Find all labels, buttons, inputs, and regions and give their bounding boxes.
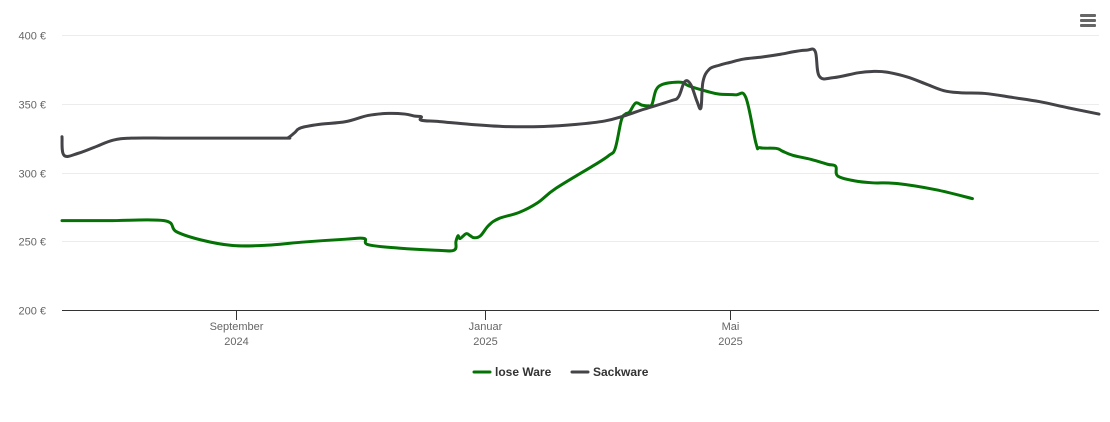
series-lines <box>60 47 1101 253</box>
x-tick-label: Januar <box>469 321 503 333</box>
legend-item-sackware[interactable]: Sackware <box>570 365 649 379</box>
hamburger-menu-icon[interactable] <box>1074 8 1102 34</box>
y-tick-label: 400 € <box>18 31 46 43</box>
x-tick-label: September <box>210 321 264 333</box>
x-axis: September 2024 Januar 2025 Mai 2025 <box>62 310 1099 348</box>
x-tick-sublabel: 2024 <box>224 336 248 348</box>
y-tick-label: 350 € <box>18 100 46 112</box>
x-tick-sublabel: 2025 <box>473 336 497 348</box>
legend[interactable]: lose Ware Sackware <box>472 365 649 379</box>
y-tick-label: 200 € <box>18 306 46 318</box>
y-axis-ticks: 200 € 250 € 300 € 350 € 400 € <box>18 31 46 318</box>
series-line-lose-ware[interactable] <box>60 80 974 253</box>
x-tick-sublabel: 2025 <box>718 336 742 348</box>
y-tick-label: 300 € <box>18 169 46 181</box>
legend-item-lose-ware[interactable]: lose Ware <box>472 365 552 379</box>
legend-label: Sackware <box>593 365 649 379</box>
grid-lines <box>62 35 1099 242</box>
y-tick-label: 250 € <box>18 237 46 249</box>
series-line-sackware[interactable] <box>60 47 1101 158</box>
x-tick-label: Mai <box>722 321 740 333</box>
legend-label: lose Ware <box>495 365 552 379</box>
